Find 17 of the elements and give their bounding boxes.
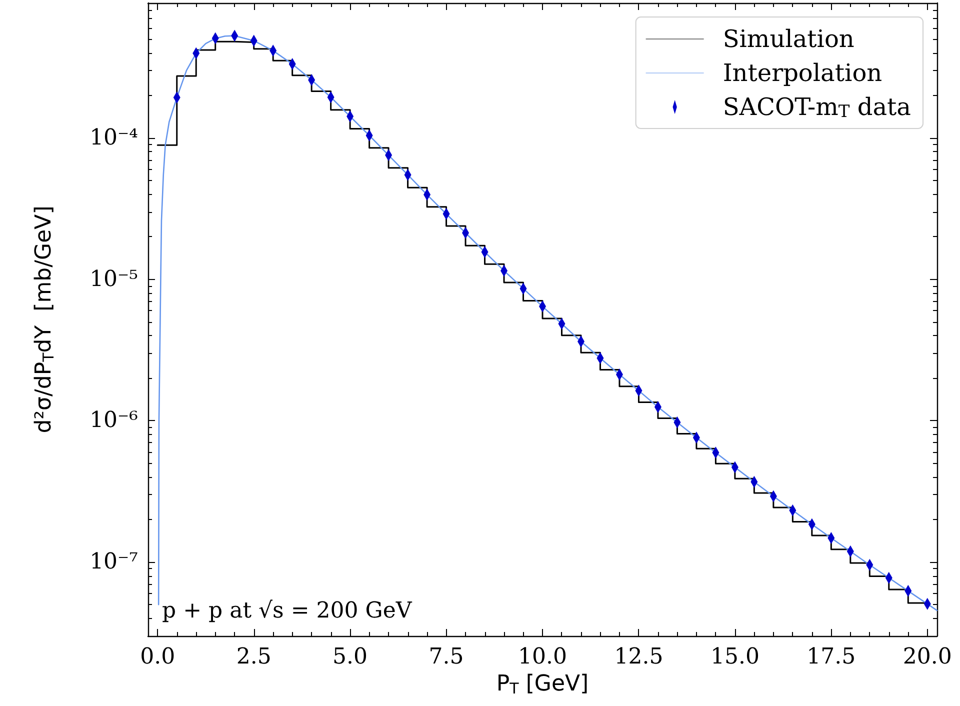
y-tick-label: 10⁻⁵ [90, 266, 138, 292]
annotation: p + p at √s = 200 GeV [162, 598, 413, 624]
y-tick-label: 10⁻⁷ [90, 550, 138, 575]
x-tick-label: 5.0 [332, 644, 368, 670]
x-tick-label: 20.0 [902, 644, 952, 670]
x-tick-label: 0.0 [140, 644, 176, 670]
x-tick-label: 7.5 [428, 644, 464, 670]
y-tick-label: 10⁻⁶ [90, 408, 138, 434]
y-tick-label: 10⁻⁴ [90, 125, 138, 150]
x-tick-label: 17.5 [806, 644, 856, 670]
x-tick-label: 10.0 [518, 644, 567, 670]
x-tick-label: 15.0 [710, 644, 760, 670]
x-tick-label: 12.5 [614, 644, 664, 670]
legend-label: Interpolation [722, 59, 882, 87]
y-axis-title: d²σ/dPTdY [mb/GeV] [32, 206, 58, 434]
x-tick-label: 2.5 [236, 644, 272, 670]
legend-label: Simulation [722, 25, 854, 53]
